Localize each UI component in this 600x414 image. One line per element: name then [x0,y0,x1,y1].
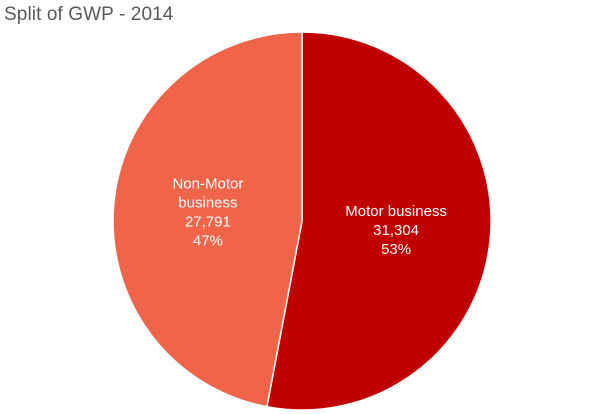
pie-slice-non-motor-business [112,31,303,408]
pie-slices [112,31,492,411]
chart-title: Split of GWP - 2014 [4,4,174,25]
slice-label-line: Non-Motor [172,176,243,193]
slice-label-line: 47% [193,233,223,250]
slice-label-line: 53% [381,241,411,258]
slice-label-line: Motor business [345,203,447,220]
slice-label-line: 31,304 [373,222,419,239]
pie-labels: Motor business 31,304 53% Non-Motor business… [172,176,446,258]
pie-slice-motor-business [266,31,492,411]
slice-label-motor-business: Motor business 31,304 53% [345,203,447,258]
slice-label-line: business [178,195,237,212]
slice-label-line: 27,791 [185,214,231,231]
slice-label-non-motor-business: Non-Motor business 27,791 47% [172,176,243,250]
